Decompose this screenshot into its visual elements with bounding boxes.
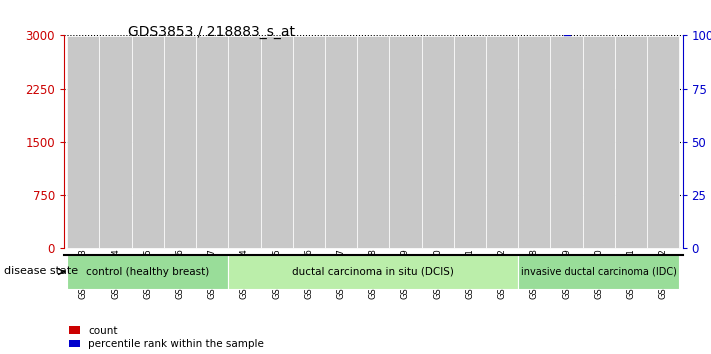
Bar — [615, 36, 647, 248]
Point — [400, 39, 411, 45]
Bar — [550, 36, 583, 248]
Bar — [525, 191, 543, 248]
Bar — [357, 36, 390, 248]
Text: GSM535607: GSM535607 — [336, 248, 346, 299]
Point — [464, 39, 476, 45]
Text: GSM535609: GSM535609 — [401, 248, 410, 299]
Bar — [139, 233, 156, 248]
Text: GDS3853 / 218883_s_at: GDS3853 / 218883_s_at — [128, 25, 295, 39]
Bar — [196, 36, 228, 248]
Bar — [293, 36, 325, 248]
Text: GSM535622: GSM535622 — [658, 248, 668, 299]
Text: GSM535621: GSM535621 — [626, 248, 636, 299]
Bar — [68, 36, 100, 248]
Point — [174, 92, 186, 98]
Bar — [75, 246, 92, 248]
Point — [529, 52, 540, 57]
Point — [77, 128, 89, 134]
Point — [271, 52, 282, 57]
Bar — [397, 148, 415, 248]
Point — [593, 41, 604, 47]
Point — [368, 39, 379, 45]
Text: GSM535605: GSM535605 — [272, 248, 281, 299]
Text: GSM535615: GSM535615 — [143, 248, 152, 299]
Bar — [164, 36, 196, 248]
Bar — [461, 145, 479, 248]
Bar — [228, 36, 260, 248]
Bar — [228, 255, 518, 289]
Text: GSM535606: GSM535606 — [304, 248, 314, 299]
Point — [109, 90, 121, 96]
Point — [239, 52, 250, 57]
Bar — [654, 218, 672, 248]
Bar — [454, 36, 486, 248]
Text: disease state: disease state — [4, 266, 77, 276]
Bar — [518, 36, 550, 248]
Point — [336, 62, 347, 68]
Bar — [590, 130, 608, 248]
Text: GSM535619: GSM535619 — [562, 248, 571, 299]
Text: GSM535613: GSM535613 — [79, 248, 88, 299]
Point — [303, 50, 314, 55]
Bar — [235, 215, 253, 248]
Bar — [422, 36, 454, 248]
Bar — [518, 255, 679, 289]
Point — [658, 60, 669, 66]
Text: invasive ductal carcinoma (IDC): invasive ductal carcinoma (IDC) — [521, 267, 677, 277]
Text: GSM535617: GSM535617 — [208, 248, 217, 299]
Text: GSM535614: GSM535614 — [111, 248, 120, 299]
Text: GSM535618: GSM535618 — [530, 248, 539, 299]
Bar — [203, 242, 221, 248]
Point — [432, 41, 444, 47]
Text: GSM535620: GSM535620 — [594, 248, 604, 299]
Bar — [300, 193, 318, 248]
Bar — [68, 255, 228, 289]
Text: GSM535616: GSM535616 — [176, 248, 184, 299]
Text: GSM535611: GSM535611 — [466, 248, 474, 299]
Bar — [332, 227, 350, 248]
Bar — [365, 147, 382, 248]
Text: control (healthy breast): control (healthy breast) — [86, 267, 209, 277]
Point — [206, 90, 218, 96]
Bar — [647, 36, 679, 248]
Text: GSM535610: GSM535610 — [433, 248, 442, 299]
Bar — [260, 36, 293, 248]
Bar — [325, 36, 357, 248]
Text: ductal carcinoma in situ (DCIS): ductal carcinoma in situ (DCIS) — [292, 267, 454, 277]
Bar — [429, 138, 447, 248]
Text: GSM535604: GSM535604 — [240, 248, 249, 299]
Point — [496, 39, 508, 45]
Bar — [132, 36, 164, 248]
Bar — [486, 36, 518, 248]
Bar — [493, 46, 511, 248]
Text: GSM535608: GSM535608 — [369, 248, 378, 299]
Legend: count, percentile rank within the sample: count, percentile rank within the sample — [69, 326, 264, 349]
Bar — [100, 36, 132, 248]
Text: GSM535612: GSM535612 — [498, 248, 507, 299]
Bar — [583, 36, 615, 248]
Bar — [622, 194, 640, 248]
Bar — [107, 243, 124, 248]
Point — [626, 54, 637, 59]
Bar — [171, 246, 189, 248]
Point — [561, 35, 572, 40]
Bar — [268, 241, 286, 248]
Bar — [390, 36, 422, 248]
Point — [142, 79, 154, 85]
Bar — [557, 37, 575, 248]
